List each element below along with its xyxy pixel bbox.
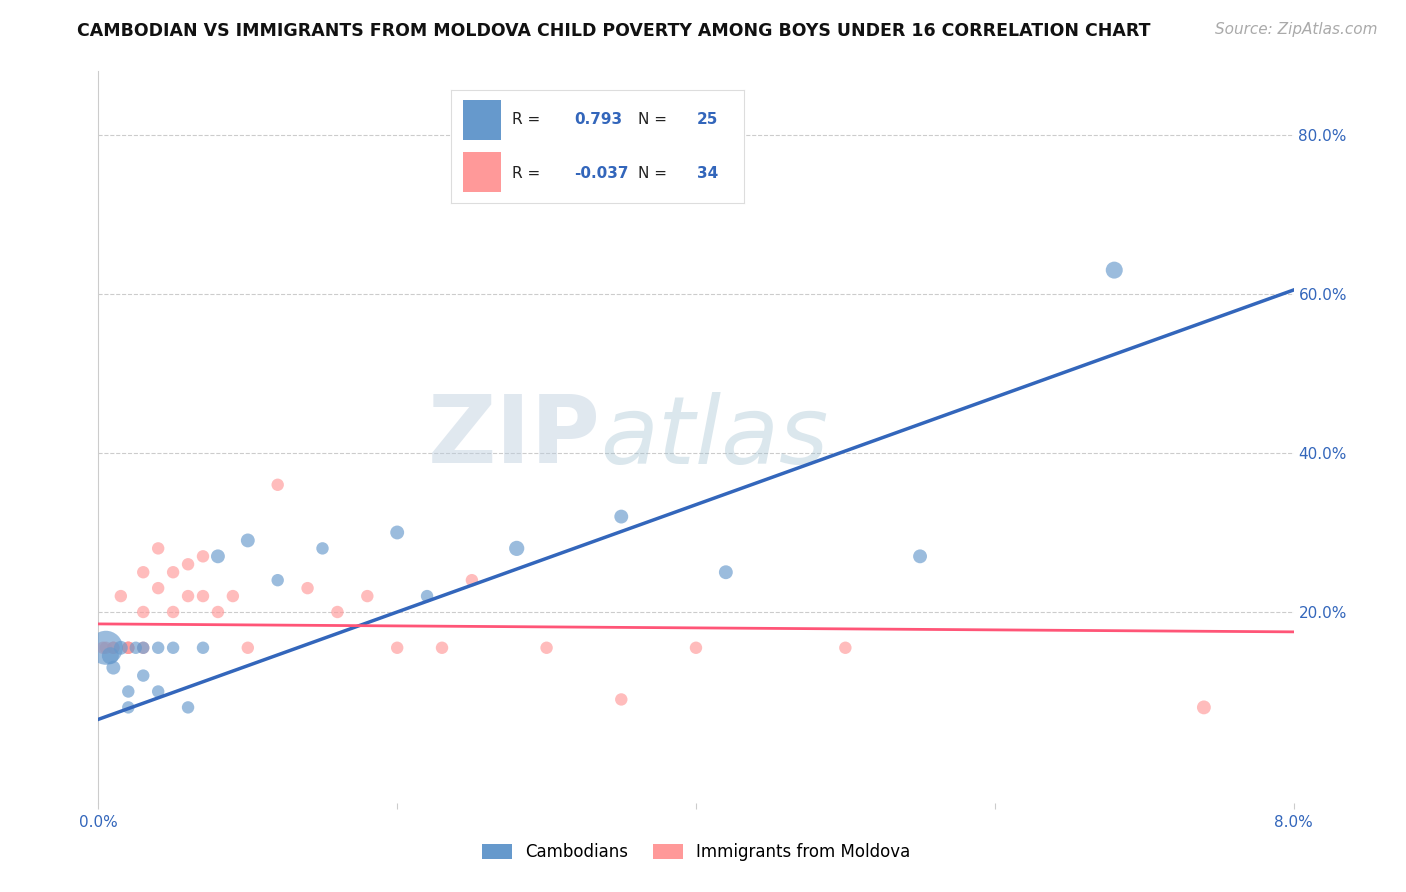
Point [297,581,319,595]
Point [416,589,439,603]
Point [177,700,200,714]
Point [117,640,139,655]
Point [117,640,139,655]
Point [461,573,484,587]
Text: ZIP: ZIP [427,391,600,483]
Point [94,640,117,655]
Point [536,640,558,655]
Point [685,640,707,655]
Point [1192,700,1215,714]
Point [148,640,170,655]
Point [236,640,259,655]
Point [162,605,184,619]
Point [1104,263,1126,277]
Point [132,640,155,655]
Point [91,640,114,655]
Point [103,640,125,655]
Point [834,640,856,655]
Point [267,477,290,491]
Point [908,549,931,564]
Point [94,640,117,655]
Point [162,640,184,655]
Point [148,581,170,595]
Text: atlas: atlas [600,392,828,483]
Point [236,533,259,548]
Point [103,640,125,655]
Point [132,605,155,619]
Point [98,648,122,663]
Point [125,640,148,655]
Point [610,509,633,524]
Point [177,558,200,572]
Point [356,589,378,603]
Point [132,566,155,580]
Point [110,640,132,655]
Point [506,541,529,556]
Point [148,684,170,698]
Point [132,640,155,655]
Text: CAMBODIAN VS IMMIGRANTS FROM MOLDOVA CHILD POVERTY AMONG BOYS UNDER 16 CORRELATI: CAMBODIAN VS IMMIGRANTS FROM MOLDOVA CHI… [77,22,1152,40]
Point [103,660,125,674]
Point [385,640,409,655]
Point [326,605,349,619]
Point [267,573,290,587]
Point [191,589,214,603]
Point [191,549,214,564]
Point [117,640,139,655]
Point [117,700,139,714]
Point [610,692,633,706]
Point [385,525,409,540]
Point [110,589,132,603]
Point [117,684,139,698]
Legend: Cambodians, Immigrants from Moldova: Cambodians, Immigrants from Moldova [475,837,917,868]
Point [191,640,214,655]
Point [207,605,229,619]
Point [207,549,229,564]
Point [162,566,184,580]
Point [311,541,333,556]
Point [714,566,737,580]
Point [148,541,170,556]
Point [222,589,245,603]
Point [177,589,200,603]
Point [132,668,155,682]
Text: Source: ZipAtlas.com: Source: ZipAtlas.com [1215,22,1378,37]
Point [430,640,453,655]
